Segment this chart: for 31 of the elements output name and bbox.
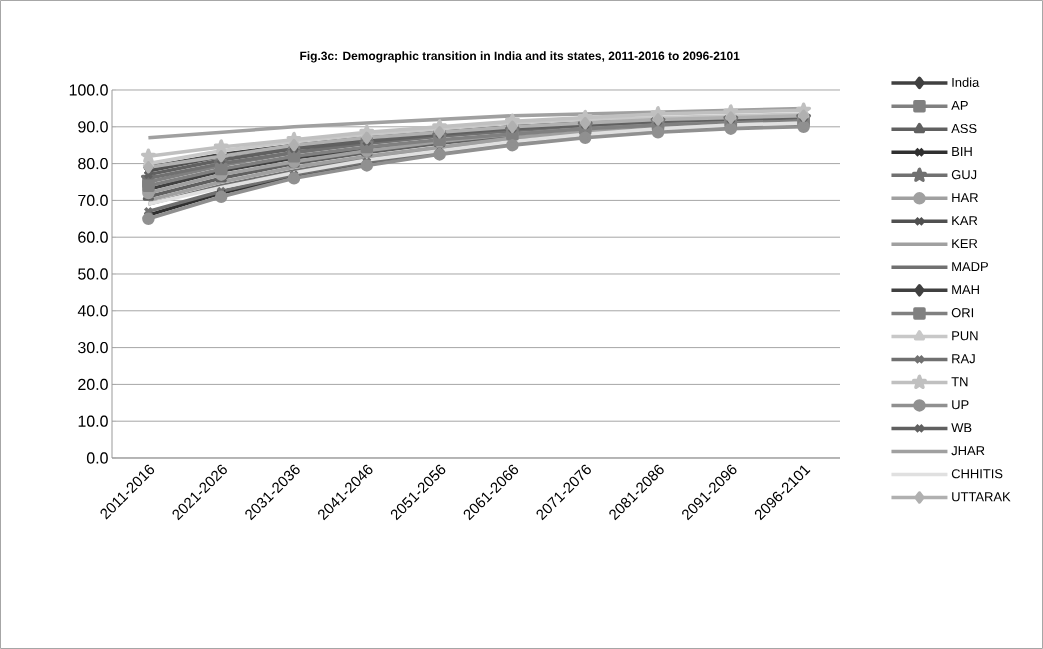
legend-label: BIH [952, 147, 972, 156]
legend-label: KAR [952, 216, 978, 226]
y-tick-label: 40.0 [77, 305, 108, 317]
y-tick-label: 30.0 [78, 341, 108, 354]
legend-label: UP [952, 400, 969, 410]
y-tick-label: 60.0 [78, 231, 108, 243]
y-tick-label: 90.0 [78, 121, 108, 133]
legend-label: AP [951, 100, 968, 110]
legend-label: WB [951, 423, 972, 433]
legend-label: RAJ [952, 354, 975, 364]
legend-label: HAR [952, 193, 978, 203]
y-tick-label: 70.0 [78, 194, 108, 207]
y-tick-label: 20.0 [78, 378, 108, 391]
legend-label: PUN [952, 331, 978, 341]
legend-label: MAH [952, 285, 979, 295]
legend-label: JHAR [951, 446, 985, 456]
legend-label: CHHITIS [951, 469, 1003, 479]
legend-label: ORI [951, 308, 974, 318]
legend-label: MADP [952, 262, 988, 272]
legend-label: UTTARAK [952, 492, 1011, 502]
y-tick-label: 50.0 [78, 268, 108, 280]
legend-label: KER [952, 239, 978, 249]
legend-label: India [952, 77, 980, 87]
y-tick-label: 100.0 [69, 84, 108, 96]
y-tick-label: 0.0 [86, 452, 108, 464]
chart-title: Fig.3c: Demographic transition in India and its states, 2011-2016 to 2096-2101 [300, 51, 740, 63]
legend-label: ASS [951, 123, 977, 134]
legend-label: TN [951, 377, 968, 387]
y-tick-label: 10.0 [78, 415, 108, 427]
y-tick-label: 80.0 [78, 157, 108, 170]
legend-label: GUJ [951, 170, 977, 180]
